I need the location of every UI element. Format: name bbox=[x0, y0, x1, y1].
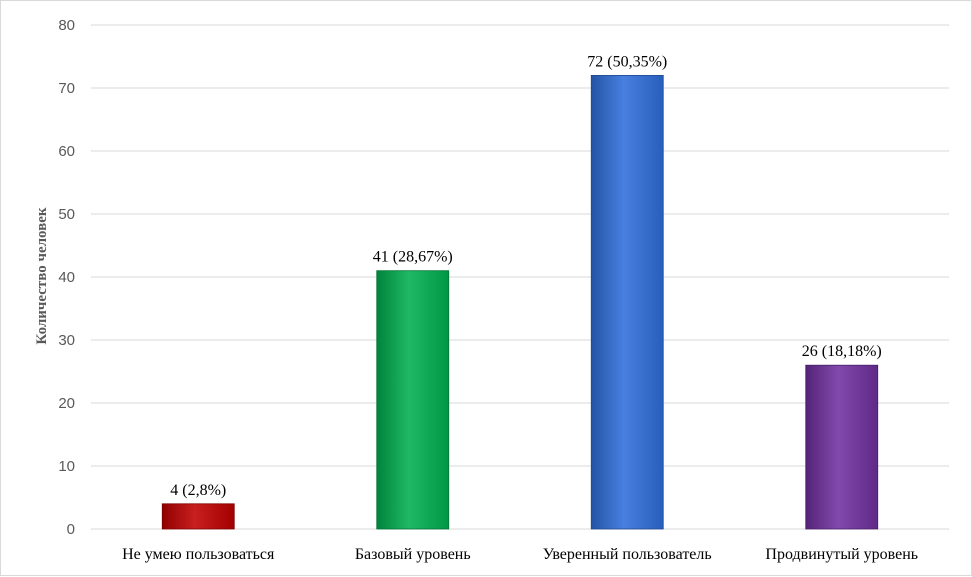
y-tick-label: 20 bbox=[58, 395, 75, 412]
x-tick-label: Базовый уровень bbox=[355, 546, 471, 563]
bar bbox=[161, 503, 235, 530]
y-tick-label: 50 bbox=[58, 206, 75, 223]
x-tick-label: Уверенный пользователь bbox=[543, 546, 712, 563]
y-tick-label: 60 bbox=[58, 143, 75, 160]
data-label: 26 (18,18%) bbox=[802, 343, 882, 360]
y-axis-label: Количество человек bbox=[34, 207, 50, 344]
y-tick-label: 10 bbox=[58, 458, 75, 475]
x-tick-label: Не умею пользоваться bbox=[122, 546, 275, 563]
y-tick-label: 30 bbox=[58, 332, 75, 349]
y-tick-label: 0 bbox=[67, 521, 75, 538]
bar bbox=[376, 270, 450, 530]
bar bbox=[805, 364, 879, 530]
data-label: 4 (2,8%) bbox=[170, 482, 226, 499]
y-tick-label: 70 bbox=[58, 80, 75, 97]
y-tick-label: 80 bbox=[58, 17, 75, 34]
bar bbox=[590, 75, 664, 530]
y-tick-label: 40 bbox=[58, 269, 75, 286]
data-label: 72 (50,35%) bbox=[587, 53, 667, 70]
x-tick-label: Продвинутый уровень bbox=[765, 546, 918, 563]
data-label: 41 (28,67%) bbox=[373, 249, 453, 266]
